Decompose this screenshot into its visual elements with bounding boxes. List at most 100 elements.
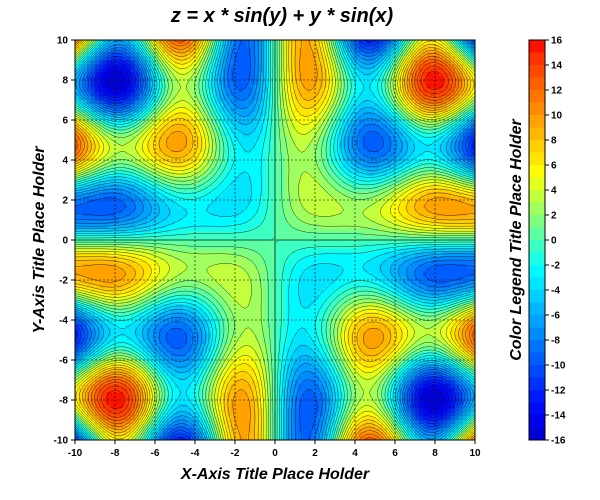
contour-cell [247,196,252,201]
contour-cell [263,92,268,97]
contour-cell [211,332,216,337]
contour-cell [195,296,200,301]
contour-cell [95,284,100,289]
contour-cell [75,56,80,61]
contour-cell [239,136,244,141]
contour-cell [79,140,84,145]
contour-cell [123,176,128,181]
contour-cell [263,252,268,257]
contour-cell [203,288,208,293]
contour-cell [155,100,160,105]
contour-cell [251,120,256,125]
contour-cell [215,392,220,397]
contour-cell [179,148,184,153]
contour-cell [251,220,256,225]
contour-cell [195,264,200,269]
contour-cell [143,180,148,185]
contour-cell [159,80,164,85]
contour-cell [155,172,160,177]
contour-cell [271,288,276,293]
contour-cell [119,92,124,97]
contour-cell [75,276,80,281]
contour-cell [79,296,84,301]
contour-cell [163,148,168,153]
contour-cell [187,340,192,345]
contour-cell [259,228,264,233]
contour-cell [259,108,264,113]
contour-cell [171,144,176,149]
contour-cell [171,156,176,161]
contour-cell [107,196,112,201]
contour-cell [115,320,120,325]
contour-cell [151,88,156,93]
contour-cell [231,292,236,297]
contour-cell [187,272,192,277]
contour-cell [203,164,208,169]
contour-cell [143,404,148,409]
contour-cell [227,420,232,425]
contour-cell [171,228,176,233]
contour-cell [107,400,112,405]
contour-cell [239,64,244,69]
contour-cell [211,116,216,121]
contour-cell [195,412,200,417]
contour-cell [243,428,248,433]
contour-cell [159,324,164,329]
contour-cell [235,248,240,253]
contour-cell [143,376,148,381]
contour-cell [219,376,224,381]
contour-cell [247,140,252,145]
contour-cell [147,436,152,441]
contour-cell [111,364,116,369]
contour-cell [243,344,248,349]
contour-cell [95,268,100,273]
contour-cell [167,408,172,413]
contour-cell [123,136,128,141]
contour-cell [195,184,200,189]
contour-cell [151,240,156,245]
contour-cell [247,292,252,297]
contour-cell [255,344,260,349]
contour-cell [243,156,248,161]
contour-cell [267,212,272,217]
contour-cell [107,88,112,93]
contour-cell [255,192,260,197]
contour-cell [147,364,152,369]
contour-cell [131,312,136,317]
contour-cell [83,176,88,181]
contour-cell [255,432,260,437]
contour-cell [239,196,244,201]
contour-cell [83,288,88,293]
contour-cell [195,376,200,381]
contour-cell [227,276,232,281]
contour-cell [215,272,220,277]
contour-cell [99,156,104,161]
contour-cell [99,140,104,145]
contour-cell [171,360,176,365]
contour-cell [215,324,220,329]
contour-cell [119,80,124,85]
contour-cell [159,300,164,305]
contour-cell [255,136,260,141]
contour-cell [263,216,268,221]
contour-cell [95,188,100,193]
contour-cell [187,260,192,265]
contour-cell [203,64,208,69]
contour-cell [183,88,188,93]
contour-cell [155,316,160,321]
contour-cell [95,296,100,301]
contour-cell [207,180,212,185]
contour-cell [247,220,252,225]
contour-cell [207,208,212,213]
contour-cell [271,164,276,169]
contour-cell [119,244,124,249]
contour-cell [191,192,196,197]
contour-cell [103,212,108,217]
contour-cell [263,140,268,145]
contour-cell [91,368,96,373]
contour-cell [231,84,236,89]
contour-cell [207,368,212,373]
contour-cell [75,216,80,221]
contour-cell [151,328,156,333]
contour-cell [79,212,84,217]
